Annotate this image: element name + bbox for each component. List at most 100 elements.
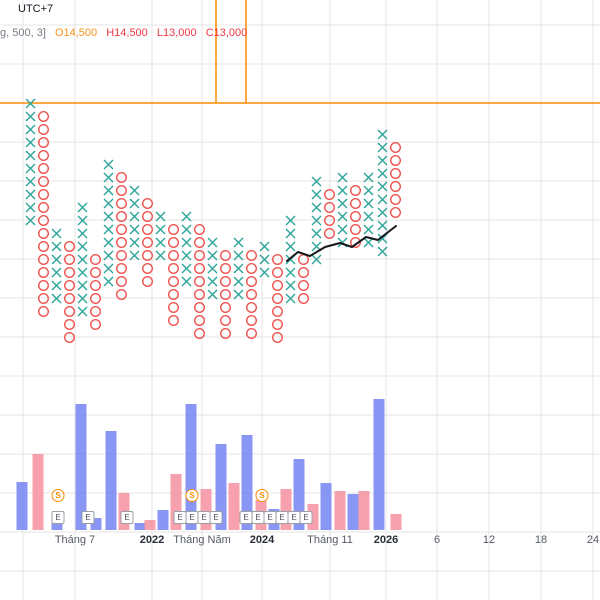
trend-line[interactable] bbox=[286, 225, 397, 262]
earnings-marker[interactable]: E bbox=[81, 511, 95, 524]
o-mark bbox=[38, 293, 50, 305]
x-mark bbox=[377, 155, 388, 166]
x-mark bbox=[129, 185, 140, 196]
o-mark bbox=[38, 201, 50, 213]
x-mark bbox=[25, 98, 36, 109]
x-mark bbox=[337, 185, 348, 196]
o-mark bbox=[219, 328, 231, 340]
o-mark bbox=[272, 253, 284, 265]
x-mark bbox=[51, 254, 62, 265]
o-mark bbox=[350, 210, 362, 222]
x-mark bbox=[77, 293, 88, 304]
volume-bar bbox=[373, 399, 385, 530]
x-mark bbox=[77, 228, 88, 239]
low-value: L13,000 bbox=[156, 27, 197, 39]
split-marker[interactable]: S bbox=[185, 489, 199, 502]
o-mark bbox=[89, 253, 101, 265]
earnings-marker[interactable]: E bbox=[197, 511, 211, 524]
x-mark bbox=[155, 224, 166, 235]
o-mark bbox=[38, 149, 50, 161]
x-mark bbox=[363, 185, 374, 196]
o-mark bbox=[63, 319, 75, 331]
o-mark bbox=[38, 240, 50, 252]
o-mark bbox=[38, 227, 50, 239]
x-mark bbox=[181, 250, 192, 261]
x-mark bbox=[233, 250, 244, 261]
x-mark bbox=[155, 211, 166, 222]
o-mark bbox=[38, 253, 50, 265]
x-mark bbox=[103, 159, 114, 170]
volume-bar bbox=[157, 510, 169, 530]
pnf-columns bbox=[25, 98, 402, 344]
o-mark bbox=[324, 188, 336, 200]
vertical-orange-lines[interactable] bbox=[215, 0, 247, 103]
x-mark bbox=[181, 263, 192, 274]
o-mark bbox=[390, 193, 402, 205]
volume-bar bbox=[215, 444, 227, 530]
earnings-marker[interactable]: E bbox=[209, 511, 223, 524]
x-mark bbox=[77, 280, 88, 291]
o-mark bbox=[272, 319, 284, 331]
split-marker[interactable]: S bbox=[255, 489, 269, 502]
x-mark bbox=[181, 237, 192, 248]
o-mark bbox=[390, 154, 402, 166]
o-mark bbox=[390, 180, 402, 192]
volume-bar bbox=[144, 520, 156, 530]
x-mark bbox=[129, 237, 140, 248]
split-marker[interactable]: S bbox=[51, 489, 65, 502]
timezone-label: UTC+7 bbox=[18, 3, 54, 15]
x-mark bbox=[51, 267, 62, 278]
earnings-marker[interactable]: E bbox=[51, 511, 65, 524]
o-mark bbox=[141, 263, 153, 275]
o-mark bbox=[38, 162, 50, 174]
earnings-marker[interactable]: E bbox=[299, 511, 313, 524]
o-mark bbox=[350, 223, 362, 235]
o-mark bbox=[89, 267, 101, 279]
ohlc-legend-row: g, 500, 3] O14,500 H14,500 L13,000 C13,0… bbox=[0, 26, 253, 40]
x-mark bbox=[233, 276, 244, 287]
o-mark bbox=[350, 197, 362, 209]
x-mark bbox=[207, 276, 218, 287]
o-mark bbox=[167, 276, 179, 288]
volume-bar bbox=[185, 404, 197, 530]
x-mark bbox=[311, 189, 322, 200]
x-mark bbox=[363, 198, 374, 209]
o-mark bbox=[38, 214, 50, 226]
o-mark bbox=[115, 223, 127, 235]
o-mark bbox=[272, 293, 284, 305]
o-mark bbox=[298, 267, 310, 279]
x-mark bbox=[311, 202, 322, 213]
x-mark bbox=[77, 215, 88, 226]
x-mark bbox=[207, 237, 218, 248]
series-params-label: g, 500, 3] bbox=[0, 27, 46, 39]
o-mark bbox=[219, 276, 231, 288]
x-mark bbox=[103, 237, 114, 248]
x-mark bbox=[259, 241, 270, 252]
x-mark bbox=[103, 263, 114, 274]
x-mark bbox=[377, 207, 388, 218]
x-mark bbox=[311, 215, 322, 226]
x-mark bbox=[77, 267, 88, 278]
o-mark bbox=[193, 236, 205, 248]
o-mark bbox=[141, 236, 153, 248]
x-mark bbox=[207, 263, 218, 274]
o-mark bbox=[63, 253, 75, 265]
high-value: H14,500 bbox=[106, 27, 148, 39]
x-mark bbox=[25, 111, 36, 122]
o-mark bbox=[63, 293, 75, 305]
x-mark bbox=[77, 306, 88, 317]
o-mark bbox=[390, 167, 402, 179]
x-mark bbox=[25, 176, 36, 187]
x-mark bbox=[377, 129, 388, 140]
o-mark bbox=[272, 267, 284, 279]
x-mark bbox=[311, 241, 322, 252]
volume-bar bbox=[293, 459, 305, 530]
x-mark bbox=[103, 172, 114, 183]
open-value: O14,500 bbox=[54, 27, 98, 39]
o-mark bbox=[193, 263, 205, 275]
o-mark bbox=[298, 280, 310, 292]
x-mark bbox=[77, 254, 88, 265]
earnings-marker[interactable]: E bbox=[120, 511, 134, 524]
x-mark bbox=[207, 289, 218, 300]
